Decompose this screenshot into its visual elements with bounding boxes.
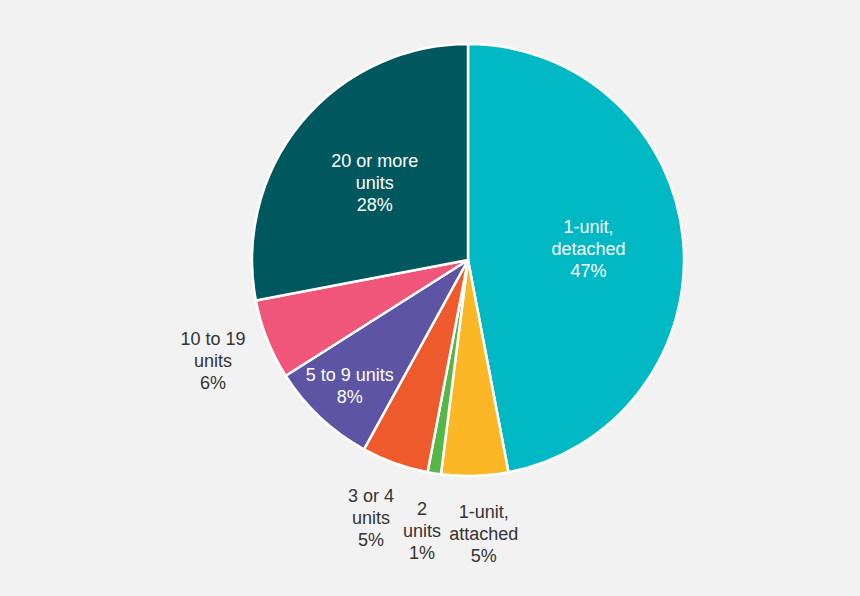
data-label-text: 3 or 4units5% <box>348 486 394 550</box>
value-label: 5% <box>471 546 497 566</box>
data-label: 1-unit,attached5% <box>449 502 518 566</box>
data-label-text: 10 to 19units6% <box>180 329 245 393</box>
category-label: 2 <box>417 499 427 519</box>
pie <box>252 44 684 476</box>
category-label: 20 or more <box>331 151 418 171</box>
value-label: 47% <box>570 261 606 281</box>
data-label-text: 5 to 9 units8% <box>306 365 394 407</box>
data-label: 10 to 19units6% <box>180 329 245 393</box>
category-label: 10 to 19 <box>180 329 245 349</box>
data-label: 1-unit,detached47% <box>551 217 625 281</box>
category-label: units <box>356 173 394 193</box>
data-label-text: 2units1% <box>403 499 441 563</box>
category-label: 1-unit, <box>459 502 509 522</box>
category-label: units <box>194 351 232 371</box>
pie-slice <box>468 44 684 472</box>
data-label: 2units1% <box>403 499 441 563</box>
data-label: 3 or 4units5% <box>348 486 394 550</box>
category-label: 3 or 4 <box>348 486 394 506</box>
value-label: 6% <box>200 373 226 393</box>
value-label: 8% <box>337 387 363 407</box>
value-label: 1% <box>409 543 435 563</box>
data-label-text: 1-unit,detached47% <box>551 217 625 281</box>
pie-slice <box>252 44 468 300</box>
category-label: attached <box>449 524 518 544</box>
category-label: 1-unit, <box>563 217 613 237</box>
value-label: 5% <box>358 530 384 550</box>
category-label: units <box>352 508 390 528</box>
value-label: 28% <box>357 195 393 215</box>
chart: 1-unit,detached47%1-unit,attached5%2unit… <box>0 0 860 596</box>
category-label: units <box>403 521 441 541</box>
data-label: 5 to 9 units8% <box>306 365 394 407</box>
labels: 1-unit,detached47%1-unit,attached5%2unit… <box>180 151 625 566</box>
data-label: 20 or moreunits28% <box>331 151 418 215</box>
category-label: 5 to 9 units <box>306 365 394 385</box>
category-label: detached <box>551 239 625 259</box>
data-label-text: 20 or moreunits28% <box>331 151 418 215</box>
data-label-text: 1-unit,attached5% <box>449 502 518 566</box>
